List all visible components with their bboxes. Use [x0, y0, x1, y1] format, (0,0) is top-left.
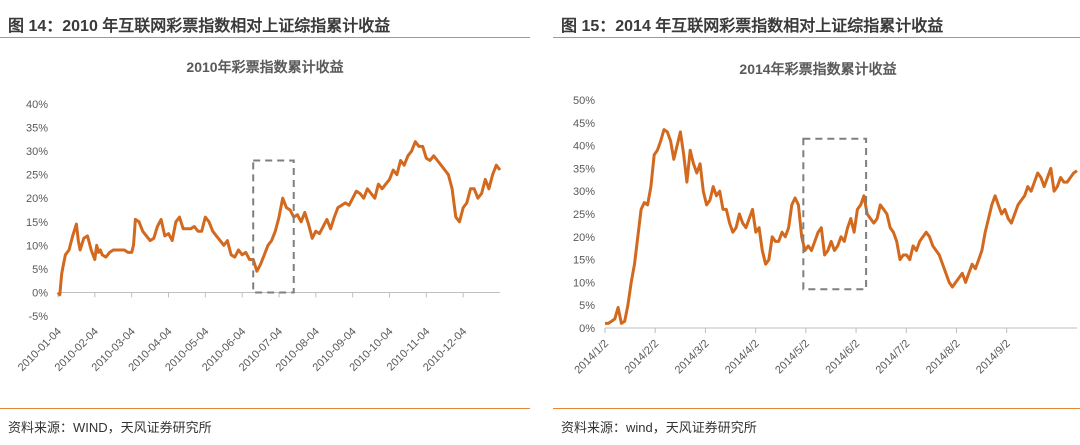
chart-2010: 2010年彩票指数累计收益 -5% 0% 5% 10% 15% 20% 25% 30% 35% 40… [16, 59, 502, 374]
y-tick-label: 30% [26, 146, 48, 158]
y-tick-label: 0% [579, 323, 595, 335]
x-tick-label: 2014/9/2 [974, 338, 1013, 377]
figure-14-panel: 图 14：2010 年互联网彩票指数相对上证综指累计收益 2010年彩票指数累计… [0, 0, 530, 445]
chart-title: 2010年彩票指数累计收益 [186, 59, 343, 75]
x-tick-label: 2014/4/2 [723, 338, 762, 377]
x-tick-label: 2014/7/2 [874, 338, 913, 377]
highlight-box [802, 137, 868, 291]
y-tick-label: 20% [26, 193, 48, 205]
chart-title: 2014年彩票指数累计收益 [739, 61, 896, 77]
y-tick-label: 45% [573, 118, 595, 130]
series-line [605, 128, 1078, 325]
y-tick-label: 0% [32, 287, 48, 299]
series-line [56, 140, 502, 297]
y-tick-label: 50% [573, 95, 595, 107]
y-tick-label: 25% [573, 209, 595, 221]
y-tick-label: 20% [573, 232, 595, 244]
caption-divider [0, 37, 530, 38]
figure-15-source: 资料来源：wind，天风证券研究所 [561, 420, 757, 435]
caption-divider [553, 37, 1080, 38]
figure-14-source: 资料来源：WIND，天风证券研究所 [8, 420, 212, 435]
y-tick-label: 35% [26, 123, 48, 135]
x-tick-label: 2014/6/2 [823, 338, 862, 377]
y-tick-label: 10% [26, 240, 48, 252]
y-tick-label: 5% [579, 300, 595, 312]
y-tick-label: 40% [573, 141, 595, 153]
y-tick-label: 5% [32, 264, 48, 276]
x-tick-label: 2014/3/2 [673, 338, 712, 377]
figure-15-caption: 图 15：2014 年互联网彩票指数相对上证综指累计收益 [561, 18, 944, 35]
y-tick-label: 15% [26, 217, 48, 229]
figure-14-caption: 图 14：2010 年互联网彩票指数相对上证综指累计收益 [8, 18, 391, 35]
x-tick-label: 2014/8/2 [924, 338, 963, 377]
highlight-box [252, 159, 295, 294]
figure-15-panel: 图 15：2014 年互联网彩票指数相对上证综指累计收益 2014年彩票指数累计… [553, 0, 1080, 445]
chart-2014: 2014年彩票指数累计收益 0% 5% 10% 15% 20% 25% 30% 35% 40% 45… [572, 61, 1078, 377]
y-tick-label: 30% [573, 186, 595, 198]
x-tick-label: 2014/5/2 [773, 338, 812, 377]
source-divider [553, 408, 1080, 409]
y-tick-label: 40% [26, 99, 48, 111]
x-tick-label: 2014/1/2 [572, 338, 611, 377]
source-divider [0, 408, 530, 409]
y-tick-label: 35% [573, 163, 595, 175]
x-tick-label: 2014/2/2 [623, 338, 662, 377]
y-tick-label: 25% [26, 170, 48, 182]
y-tick-label: 15% [573, 255, 595, 267]
y-tick-label: -5% [28, 311, 48, 323]
y-tick-label: 10% [573, 277, 595, 289]
